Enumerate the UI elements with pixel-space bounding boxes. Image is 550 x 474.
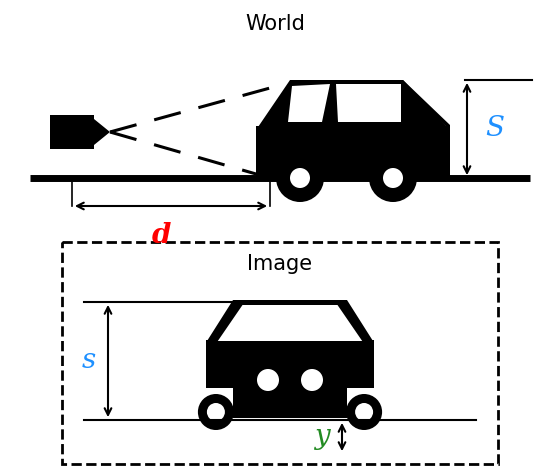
Circle shape [290, 168, 310, 188]
Circle shape [383, 168, 403, 188]
Polygon shape [206, 300, 373, 342]
Text: s: s [82, 347, 96, 374]
Polygon shape [195, 388, 233, 418]
Circle shape [257, 369, 279, 391]
Circle shape [276, 154, 324, 202]
Polygon shape [401, 80, 450, 130]
Text: d: d [151, 222, 170, 249]
Text: S: S [485, 116, 504, 143]
Polygon shape [347, 388, 385, 418]
Text: World: World [245, 14, 305, 34]
Circle shape [369, 154, 417, 202]
Polygon shape [256, 126, 450, 178]
Circle shape [346, 394, 382, 430]
Text: y: y [315, 423, 330, 450]
Polygon shape [50, 115, 94, 149]
Polygon shape [195, 388, 385, 418]
Circle shape [198, 394, 234, 430]
Bar [62, 242, 498, 464]
Polygon shape [336, 84, 401, 122]
Polygon shape [206, 340, 373, 390]
Text: Image: Image [248, 254, 312, 274]
Polygon shape [288, 84, 330, 122]
Circle shape [301, 369, 323, 391]
Polygon shape [218, 305, 362, 341]
Polygon shape [94, 119, 110, 145]
Polygon shape [256, 80, 450, 130]
Circle shape [355, 403, 373, 421]
Circle shape [207, 403, 225, 421]
